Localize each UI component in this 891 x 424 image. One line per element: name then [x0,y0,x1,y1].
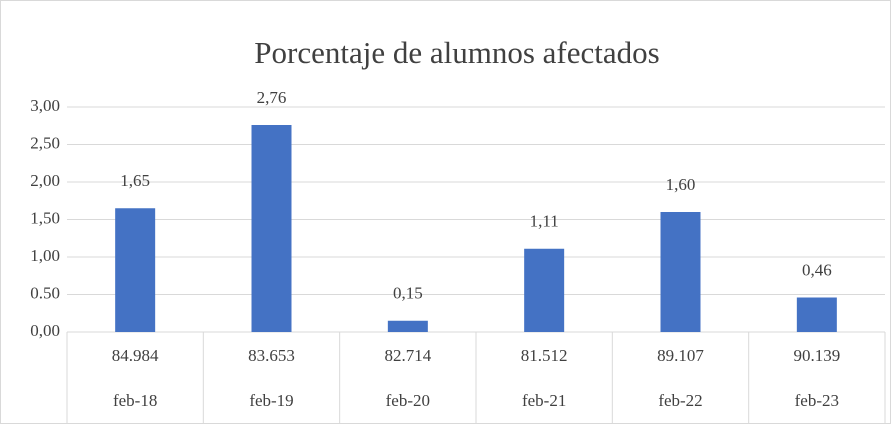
y-tick-label: 2,00 [30,171,60,190]
data-label: 0,46 [802,260,832,279]
x-tick-label: feb-20 [386,391,430,410]
x-tick-label: 83.653 [248,346,295,365]
y-tick-label: 3,00 [30,96,60,115]
x-tick-label: 89.107 [657,346,704,365]
x-tick-label: feb-19 [249,391,293,410]
bar [251,125,292,332]
x-tick-label: 84.984 [112,346,159,365]
data-label: 0,15 [393,284,423,303]
x-tick-label: feb-22 [658,391,702,410]
y-tick-label: 0,00 [30,321,60,340]
y-tick-label: 2,50 [30,133,60,152]
bar [524,248,565,332]
data-label: 1,11 [530,212,559,231]
y-tick-label: 1,00 [30,246,60,265]
data-label: 1,65 [120,171,150,190]
x-tick-label: feb-18 [113,391,157,410]
y-tick-label: 1,50 [30,208,60,227]
bar [660,212,701,332]
bar [115,208,156,332]
x-tick-label: 81.512 [521,346,568,365]
x-tick-label: 82.714 [384,346,431,365]
x-tick-label: 90.139 [793,346,840,365]
data-label: 2,76 [257,88,287,107]
y-tick-label: 0.50 [30,283,60,302]
x-tick-label: feb-23 [795,391,839,410]
data-label: 1,60 [666,175,696,194]
chart-title: Porcentaje de alumnos afectados [254,35,659,70]
bar [387,320,428,332]
x-tick-label: feb-21 [522,391,566,410]
bar [796,297,837,332]
